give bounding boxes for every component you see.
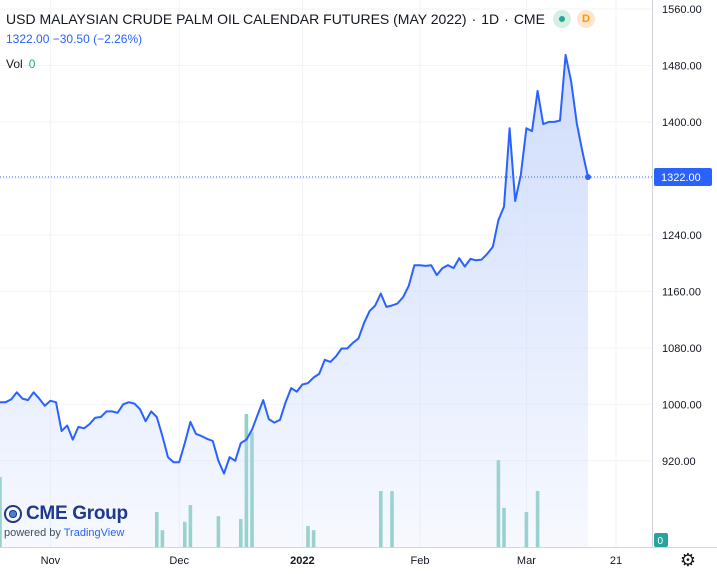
interval-label[interactable]: 1D [481, 11, 500, 27]
chart-legend: USD MALAYSIAN CRUDE PALM OIL CALENDAR FU… [6, 10, 595, 46]
x-tick-label: 21 [610, 555, 622, 567]
delayed-data-status-icon[interactable]: D [576, 10, 595, 28]
volume-legend-value: 0 [28, 57, 36, 71]
last-price: 1322.00 [6, 32, 50, 46]
cme-brand-name: CME Group [26, 503, 128, 524]
y-tick-label: 1160.00 [662, 286, 701, 298]
x-tick-label: Nov [41, 555, 61, 567]
price-axis[interactable] [652, 0, 717, 574]
cme-logo: CME Group [4, 503, 128, 525]
last-price-dot [585, 174, 591, 180]
symbol-title-row[interactable]: USD MALAYSIAN CRUDE PALM OIL CALENDAR FU… [6, 10, 595, 28]
price-line [0, 53, 589, 475]
price-change-row: 1322.00 −30.50 (−2.26%) [6, 32, 595, 46]
last-price-badge [654, 168, 712, 186]
gear-icon[interactable]: ⚙ [679, 550, 697, 570]
powered-by-prefix: powered by [4, 527, 61, 539]
price-change-percent: (−2.26%) [93, 32, 143, 46]
y-tick-label: 1000.00 [662, 399, 702, 411]
x-tick-label: Mar [517, 555, 536, 567]
market-open-status-icon[interactable] [552, 10, 571, 28]
last-price-marker [0, 174, 652, 180]
cme-watermark: CME Group powered by TradingView [4, 503, 128, 539]
price-change: −30.50 [52, 32, 90, 46]
exchange-label: CME [513, 11, 545, 27]
x-tick-label: Dec [169, 555, 189, 567]
price-area-fill [0, 54, 588, 548]
volume-badge [654, 533, 668, 547]
volume-legend-label: Vol [6, 57, 23, 71]
volume-legend[interactable]: Vol 0 [6, 57, 35, 71]
y-tick-label: 1560.00 [662, 4, 702, 16]
x-tick-label: Feb [411, 555, 430, 567]
x-tick-label: 2022 [290, 555, 314, 567]
powered-by-line: powered by TradingView [4, 527, 128, 539]
volume-badge-text: 0 [658, 536, 664, 547]
separator: · [504, 11, 509, 27]
globe-icon [4, 505, 22, 523]
y-tick-label: 1240.00 [662, 230, 702, 242]
time-axis[interactable] [0, 547, 652, 574]
tradingview-name: TradingView [63, 527, 125, 539]
y-tick-label: 1080.00 [662, 343, 702, 355]
symbol-title[interactable]: USD MALAYSIAN CRUDE PALM OIL CALENDAR FU… [6, 11, 467, 27]
y-tick-label: 920.00 [662, 456, 696, 468]
price-area [0, 53, 589, 548]
y-tick-label: 1400.00 [662, 117, 702, 129]
separator: · [471, 11, 477, 27]
last-price-badge-text: 1322.00 [661, 172, 701, 184]
y-tick-label: 1480.00 [662, 60, 702, 72]
